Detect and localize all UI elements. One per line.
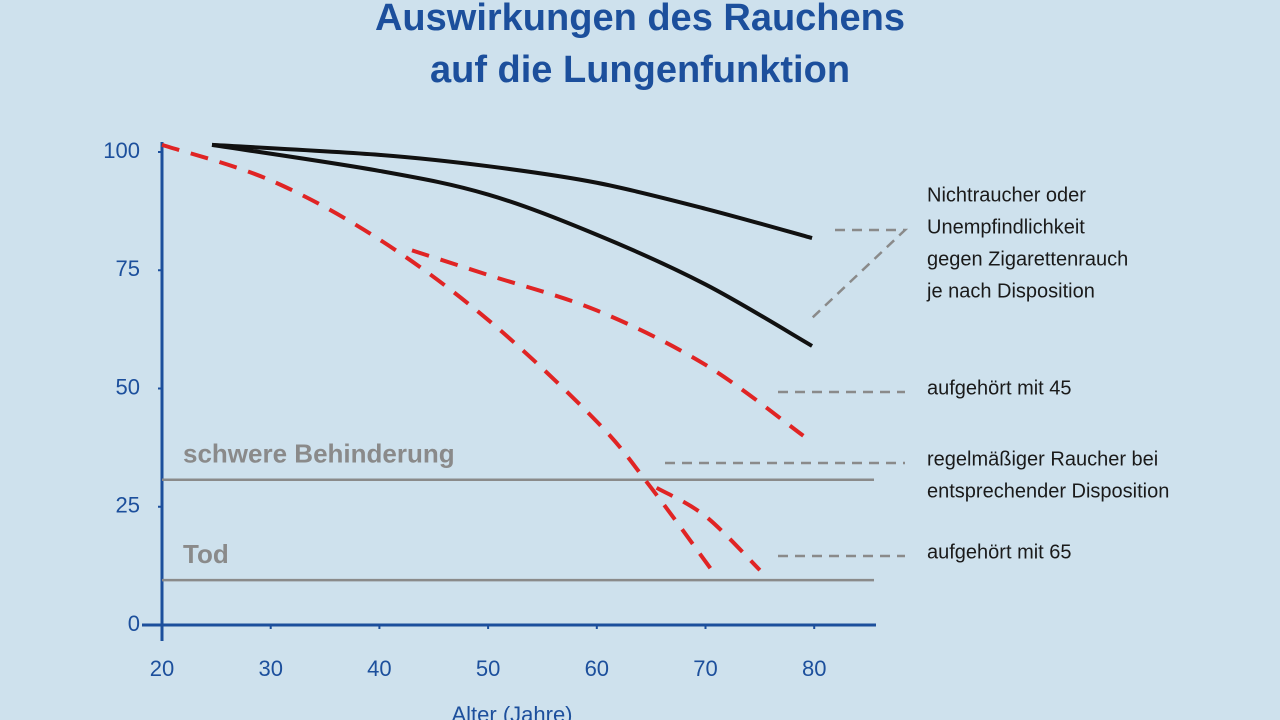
x-tick-label: 60	[585, 656, 609, 681]
annotation: je nach Disposition	[926, 280, 1095, 302]
chart-title: auf die Lungenfunktion	[430, 49, 850, 91]
x-tick-label: 50	[476, 656, 500, 681]
y-tick-label: 25	[116, 493, 140, 518]
y-tick-label: 0	[128, 611, 140, 636]
reference-label: schwere Behinderung	[183, 439, 455, 469]
x-tick-label: 80	[802, 656, 826, 681]
line-series	[655, 486, 762, 572]
line-series	[211, 142, 813, 241]
x-tick-label: 20	[150, 656, 174, 681]
x-axis-label: Alter (Jahre)	[451, 702, 572, 720]
connector	[811, 228, 909, 319]
annotation: regelmäßiger Raucher bei	[927, 448, 1158, 470]
annotation: aufgehört mit 45	[927, 377, 1072, 399]
annotation: entsprechender Disposition	[927, 480, 1169, 502]
annotation: Nichtraucher oder	[927, 184, 1086, 206]
chart-title: Auswirkungen des Rauchens	[375, 0, 905, 39]
x-tick-label: 40	[367, 656, 391, 681]
line-series	[411, 248, 805, 438]
line-series	[211, 142, 814, 348]
line-series	[161, 143, 715, 574]
y-tick-label: 100	[103, 138, 140, 163]
annotation: Unempfindlichkeit	[927, 216, 1085, 238]
y-tick-label: 75	[116, 256, 140, 281]
x-tick-label: 30	[258, 656, 282, 681]
y-tick-label: 50	[116, 374, 140, 399]
x-tick-label: 70	[693, 656, 717, 681]
reference-label: Tod	[183, 539, 229, 569]
annotation: aufgehört mit 65	[927, 541, 1072, 563]
annotation: gegen Zigarettenrauch	[927, 248, 1128, 270]
